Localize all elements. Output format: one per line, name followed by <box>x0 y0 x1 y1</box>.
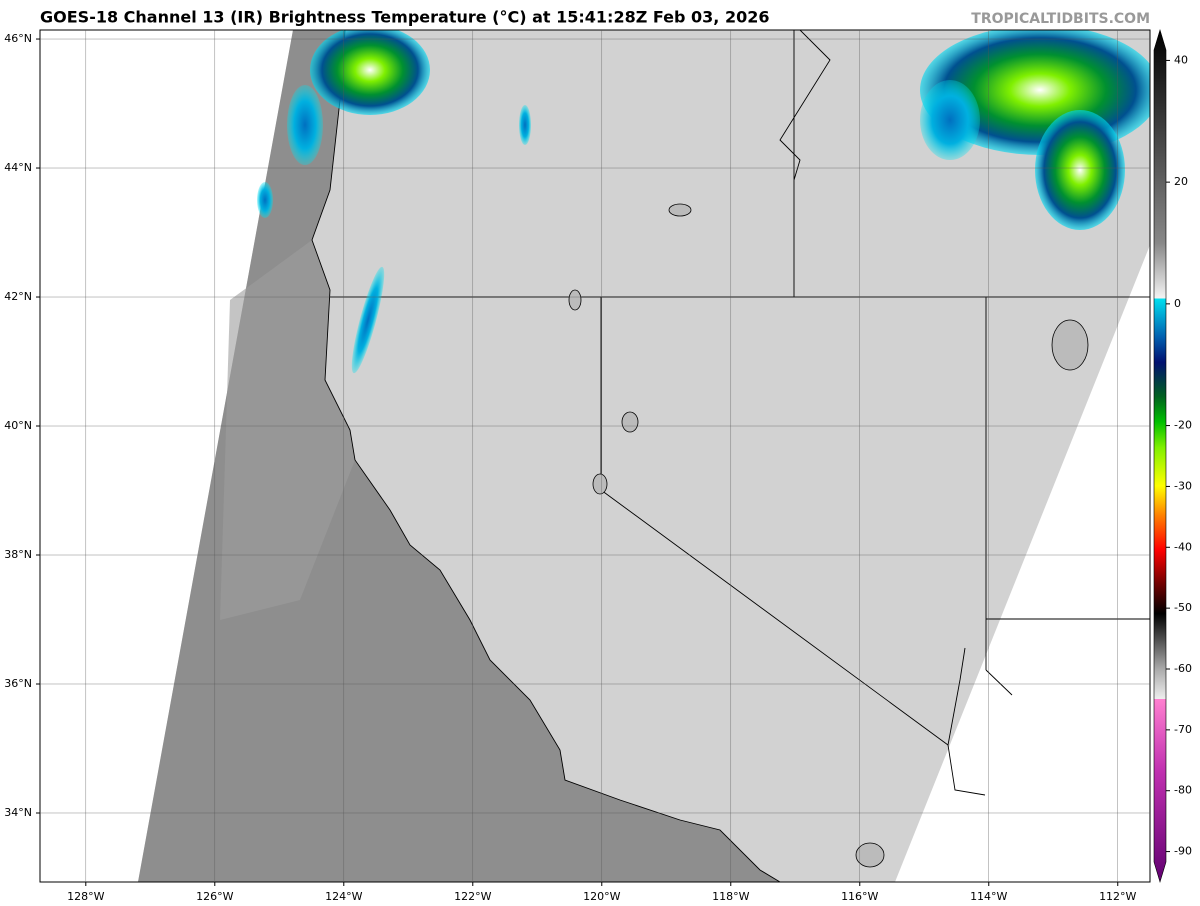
colorbar-label: -80 <box>1174 784 1192 797</box>
lon-label: 114°W <box>970 890 1007 903</box>
colorbar <box>1153 28 1167 884</box>
map-frame <box>39 29 1151 883</box>
colorbar-label: -20 <box>1174 419 1192 432</box>
clouds <box>257 30 1150 374</box>
colorado-river <box>947 647 1013 796</box>
colorbar-label: 40 <box>1174 53 1188 66</box>
lat-label: 44°N <box>4 161 32 174</box>
lon-label: 128°W <box>67 890 104 903</box>
lat-label: 40°N <box>4 419 32 432</box>
lon-label: 122°W <box>454 890 491 903</box>
watermark: TROPICALTIDBITS.COM <box>971 11 1150 27</box>
lon-label: 120°W <box>583 890 620 903</box>
lon-label: 116°W <box>841 890 878 903</box>
colorbar-label: 0 <box>1174 297 1181 310</box>
lat-label: 34°N <box>4 806 32 819</box>
map-image <box>138 30 1150 882</box>
lat-label: 46°N <box>4 32 32 45</box>
lon-label: 112°W <box>1099 890 1136 903</box>
lon-label: 124°W <box>325 890 362 903</box>
colorbar-label: -60 <box>1174 662 1192 675</box>
colorbar-label: -30 <box>1174 479 1192 492</box>
colorbar-label: 20 <box>1174 175 1188 188</box>
lon-label: 118°W <box>712 890 749 903</box>
colorbar-label: -50 <box>1174 601 1192 614</box>
lat-label: 42°N <box>4 290 32 303</box>
coastline <box>311 30 781 882</box>
colorbar-label: -70 <box>1174 723 1192 736</box>
ocean <box>138 30 780 882</box>
title: GOES-18 Channel 13 (IR) Brightness Tempe… <box>40 8 769 27</box>
lon-label: 126°W <box>196 890 233 903</box>
lat-label: 36°N <box>4 677 32 690</box>
lat-label: 38°N <box>4 548 32 561</box>
ocean-haze <box>220 240 355 620</box>
colorbar-label: -90 <box>1174 845 1192 858</box>
colorbar-label: -40 <box>1174 540 1192 553</box>
lakes <box>568 203 1089 868</box>
